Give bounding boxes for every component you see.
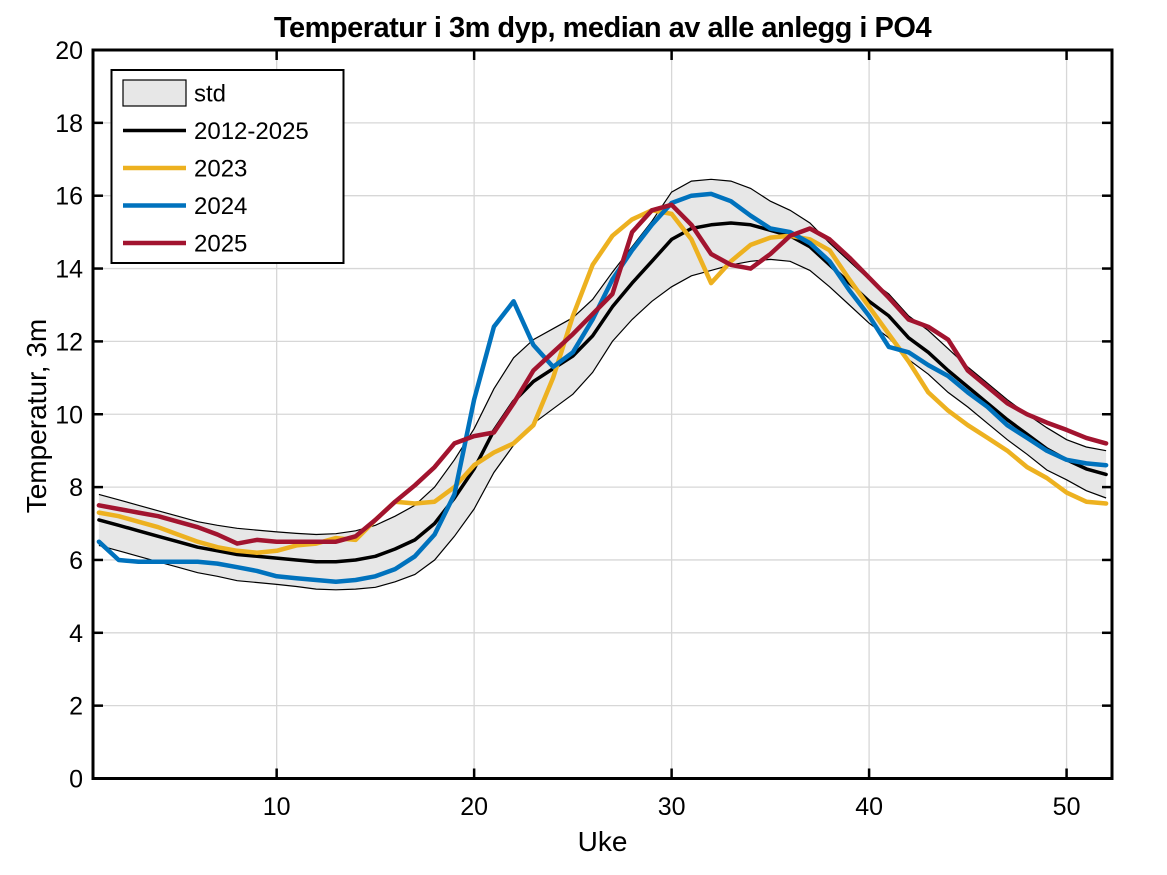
y-tick-label: 2 xyxy=(69,693,83,721)
legend-label-2012-2025: 2012-2025 xyxy=(194,118,309,145)
series-2023-line xyxy=(96,208,1109,555)
y-tick-label: 16 xyxy=(55,183,83,211)
std-band-lower-edge xyxy=(98,258,1107,591)
series-2025-line xyxy=(96,202,1109,546)
x-tick-label: 50 xyxy=(1053,793,1081,821)
legend-label-2024: 2024 xyxy=(194,193,247,220)
x-tick-label: 30 xyxy=(658,793,686,821)
x-tick-labels: 10 20 30 40 50 xyxy=(263,793,1081,821)
y-tick-label: 6 xyxy=(69,547,83,575)
y-tick-label: 4 xyxy=(69,620,83,648)
y-tick-label: 8 xyxy=(69,474,83,502)
legend: std 2012-2025 2023 2024 2025 xyxy=(110,69,345,264)
series-2012-2025-line xyxy=(97,221,1108,564)
y-tick-label: 18 xyxy=(55,110,83,138)
std-band xyxy=(98,179,1107,590)
legend-label-2023: 2023 xyxy=(194,156,247,183)
std-band-upper-edge xyxy=(98,178,1107,536)
series-2024-line xyxy=(96,191,1109,585)
legend-swatch-std xyxy=(122,79,187,107)
legend-label-std: std xyxy=(194,81,226,108)
x-tick-label: 10 xyxy=(263,793,291,821)
y-tick-labels: 0 2 4 6 8 10 12 14 16 18 20 xyxy=(55,37,83,794)
y-tick-label: 20 xyxy=(55,37,83,65)
y-tick-label: 12 xyxy=(55,328,83,356)
y-tick-label: 10 xyxy=(55,401,83,429)
chart-title: Temperatur i 3m dyp, median av alle anle… xyxy=(273,12,932,44)
y-tick-label: 14 xyxy=(55,256,83,284)
y-tick-label: 0 xyxy=(69,766,83,794)
y-axis-label: Temperatur, 3m xyxy=(21,318,52,514)
legend-label-2025: 2025 xyxy=(194,231,247,258)
x-tick-label: 40 xyxy=(855,793,883,821)
x-tick-label: 20 xyxy=(460,793,488,821)
tick-marks xyxy=(93,48,1112,780)
x-axis-label: Uke xyxy=(577,826,628,857)
